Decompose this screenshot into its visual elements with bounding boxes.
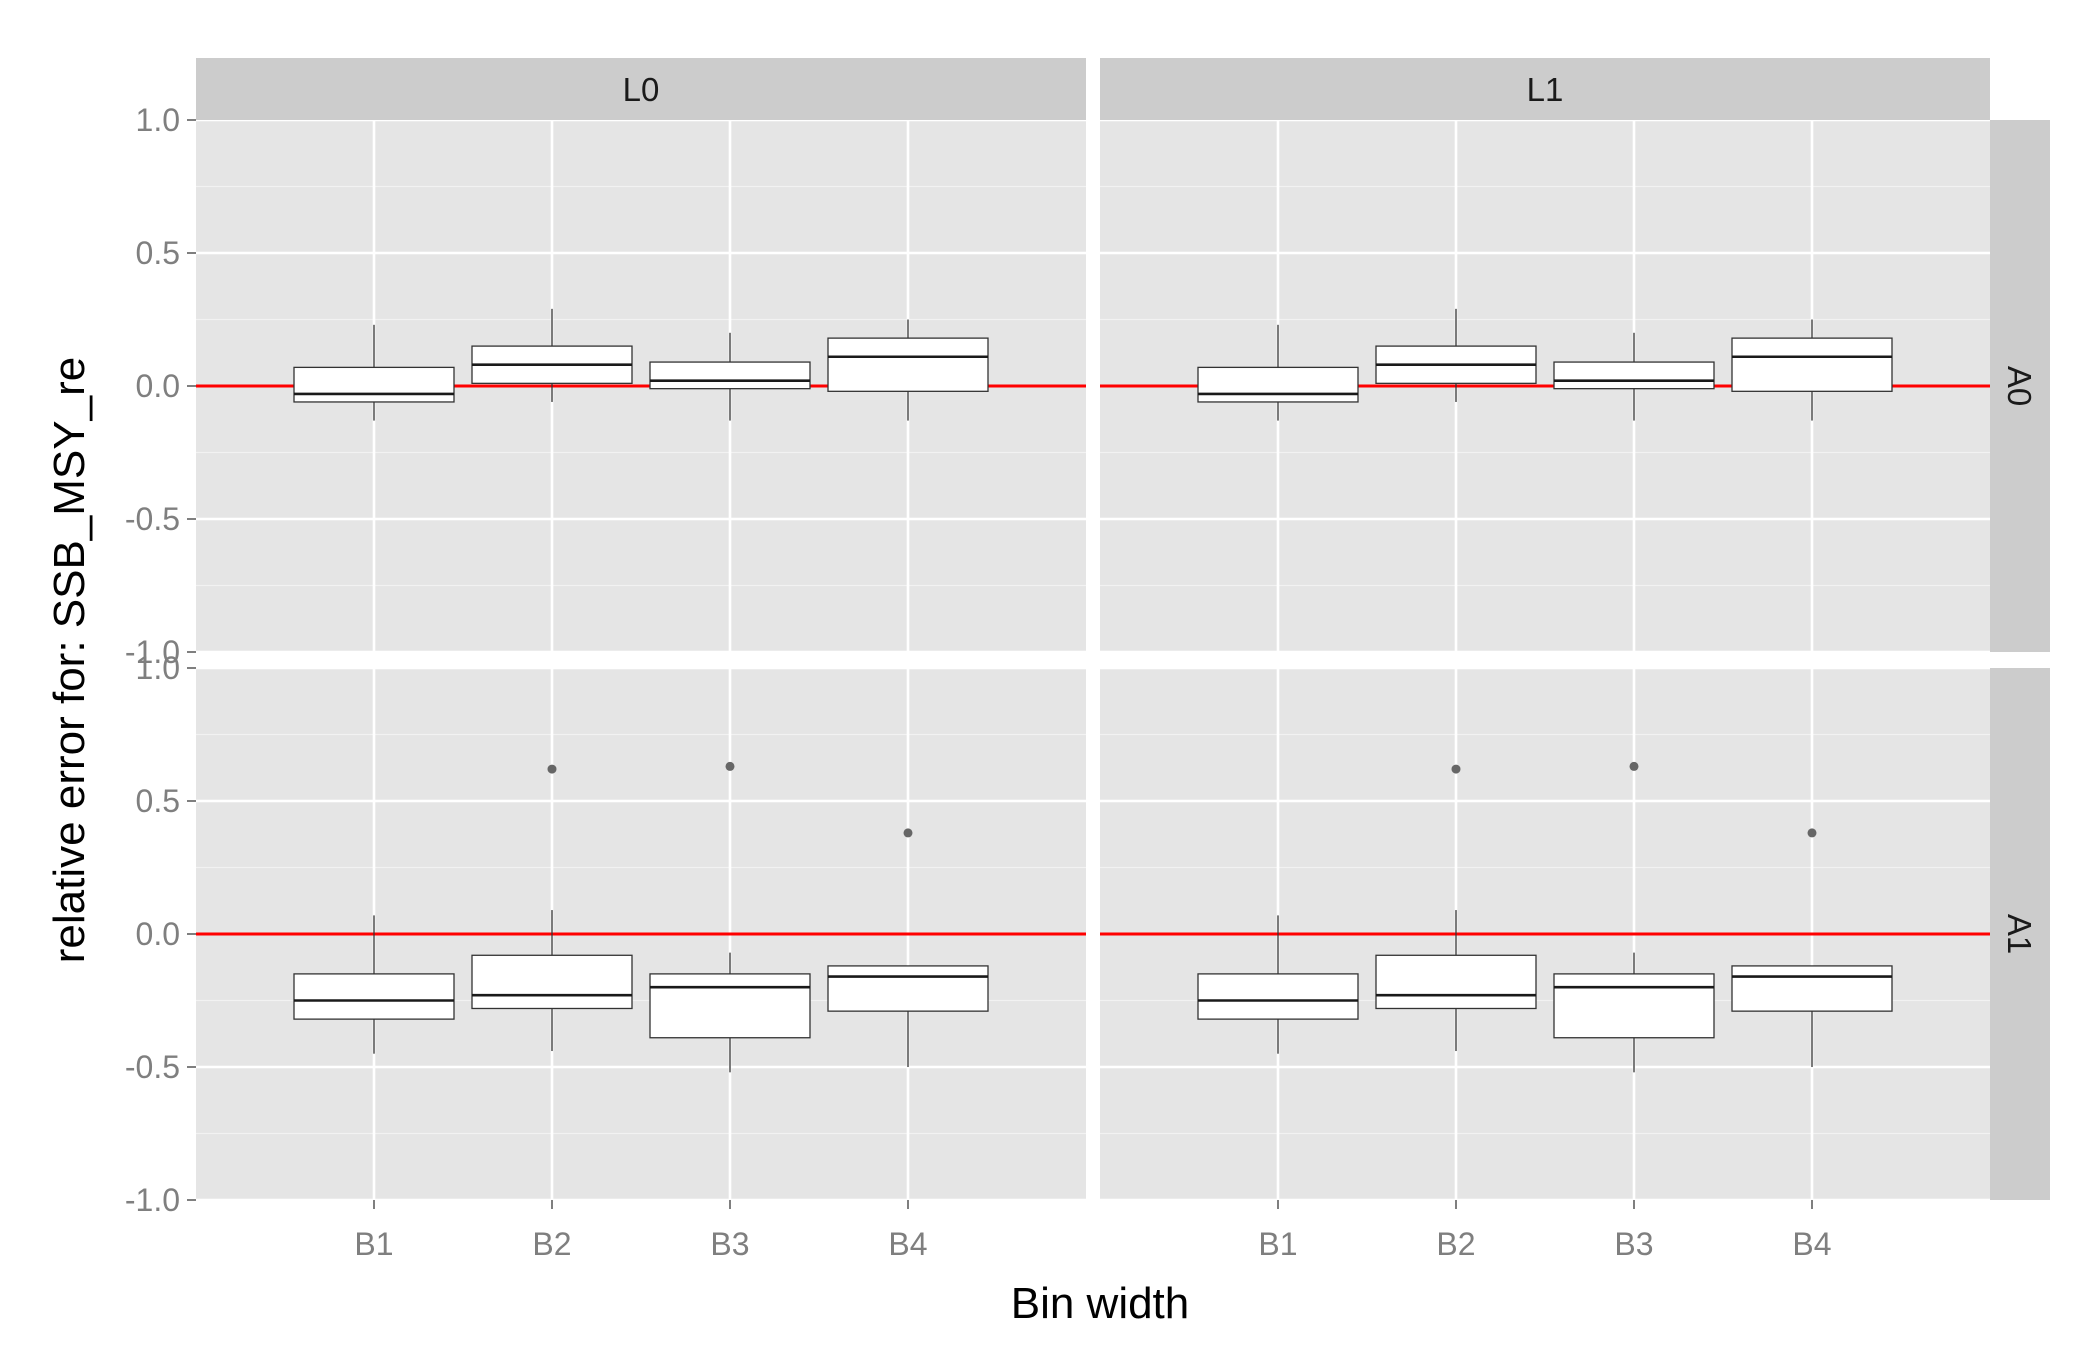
y-tick-label: 1.0 xyxy=(136,650,180,686)
y-tick-label: -0.5 xyxy=(125,501,180,537)
y-tick-label: 0.0 xyxy=(136,916,180,952)
boxplot-L0-A1-B4 xyxy=(827,965,989,1067)
outlier-point xyxy=(1629,761,1639,771)
boxplot-L1-A0-B1 xyxy=(1197,324,1359,421)
box-iqr xyxy=(293,973,455,1020)
x-tick-label: B2 xyxy=(1436,1226,1475,1262)
y-tick-label: 1.0 xyxy=(136,102,180,138)
facet-label-L0: L0 xyxy=(623,71,660,108)
x-tick-label: B4 xyxy=(1792,1226,1831,1262)
facet-strip-A1 xyxy=(1990,668,2050,1200)
boxplot-L0-A0-B1 xyxy=(293,324,455,421)
facet-strip-A0 xyxy=(1990,120,2050,652)
y-tick-label: 0.5 xyxy=(136,783,180,819)
boxplot-L1-A1-B2 xyxy=(1375,910,1537,1052)
box-iqr xyxy=(1553,361,1715,390)
box-iqr xyxy=(293,366,455,403)
boxplot-L0-A1-B1 xyxy=(293,915,455,1054)
boxplot-L0-A0-B4 xyxy=(827,319,989,421)
x-tick-label: B2 xyxy=(532,1226,571,1262)
y-axis-title: relative error for: SSB_MSY_re xyxy=(45,357,94,963)
box-iqr xyxy=(827,337,989,392)
outlier-point xyxy=(725,761,735,771)
box-iqr xyxy=(1731,337,1893,392)
box-iqr xyxy=(1731,965,1893,1012)
boxplot-L0-A0-B3 xyxy=(649,332,811,421)
box-iqr xyxy=(649,361,811,390)
outlier-point xyxy=(547,764,557,774)
outlier-point xyxy=(1807,828,1817,838)
outlier-point xyxy=(903,828,913,838)
facet-label-A0: A0 xyxy=(2001,366,2038,406)
x-tick-label: B3 xyxy=(1614,1226,1653,1262)
box-iqr xyxy=(471,954,633,1010)
boxplot-L1-A0-B2 xyxy=(1375,308,1537,402)
boxplot-L1-A0-B4 xyxy=(1731,319,1893,421)
boxplot-L1-A1-B4 xyxy=(1731,965,1893,1067)
box-iqr xyxy=(649,973,811,1039)
boxplot-L1-A1-B1 xyxy=(1197,915,1359,1054)
facet-label-L1: L1 xyxy=(1527,71,1564,108)
facet-strip-L0 xyxy=(196,58,1086,120)
x-tick-label: B3 xyxy=(710,1226,749,1262)
box-iqr xyxy=(1197,973,1359,1020)
x-tick-label: B4 xyxy=(888,1226,927,1262)
outlier-point xyxy=(1451,764,1461,774)
box-iqr xyxy=(1375,954,1537,1010)
box-iqr xyxy=(1553,973,1715,1039)
y-tick-label: 0.5 xyxy=(136,235,180,271)
x-tick-label: B1 xyxy=(1258,1226,1297,1262)
facet-strip-L1 xyxy=(1100,58,1990,120)
boxplot-L0-A1-B2 xyxy=(471,910,633,1052)
x-axis-title: Bin width xyxy=(1011,1279,1190,1328)
boxplot-L1-A1-B3 xyxy=(1553,952,1715,1073)
x-tick-label: B1 xyxy=(354,1226,393,1262)
box-iqr xyxy=(1197,366,1359,403)
box-iqr xyxy=(827,965,989,1012)
boxplot-L0-A1-B3 xyxy=(649,952,811,1073)
y-tick-label: -1.0 xyxy=(125,1182,180,1218)
y-tick-label: -1.0 xyxy=(125,634,180,670)
boxplot-L0-A0-B2 xyxy=(471,308,633,402)
y-tick-label: -0.5 xyxy=(125,1049,180,1085)
facet-label-A1: A1 xyxy=(2001,914,2038,954)
boxplot-L1-A0-B3 xyxy=(1553,332,1715,421)
y-tick-label: 0.0 xyxy=(136,368,180,404)
